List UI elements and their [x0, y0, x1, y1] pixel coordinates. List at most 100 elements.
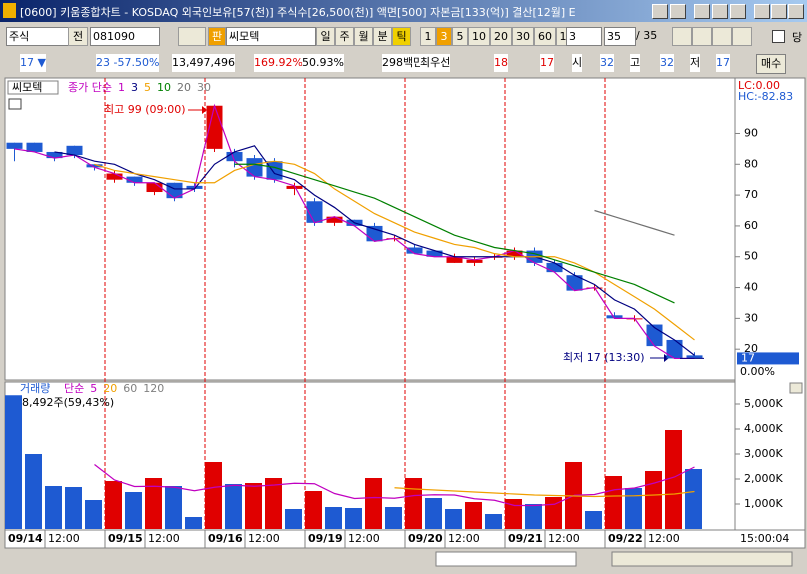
low-annotation: 최저 17 (13:30)	[563, 351, 645, 364]
candle-body	[666, 339, 683, 359]
legend-entry: 3	[131, 81, 138, 94]
volume-info: 378,492주(59,43%)	[8, 396, 114, 409]
tool-button[interactable]	[732, 27, 752, 46]
interval-button[interactable]: 30	[512, 27, 534, 46]
prev-button[interactable]: 전	[68, 27, 88, 46]
scroll-track[interactable]	[435, 551, 577, 567]
candle-body	[506, 250, 523, 257]
volume-bar	[685, 469, 702, 529]
volume-bar	[225, 484, 242, 529]
tool-button[interactable]	[692, 27, 712, 46]
candle-body	[126, 176, 143, 183]
current-price-box	[737, 352, 799, 365]
candle-body	[366, 225, 383, 242]
title-bar: [0600] 키움종합차트 - KOSDAQ 외국인보유[57(천)] 주식수[…	[0, 0, 807, 22]
sound-button[interactable]	[178, 27, 206, 46]
volume-bar	[245, 483, 262, 529]
interval-button[interactable]: 5	[452, 27, 468, 46]
interval-button[interactable]: 1	[420, 27, 436, 46]
window-title: [0600] 키움종합차트 - KOSDAQ 외국인보유[57(천)] 주식수[…	[20, 6, 576, 19]
x-tick-label: 12:00	[148, 532, 180, 545]
period-button[interactable]: 분	[373, 27, 392, 46]
lc-label: LC:0.00	[738, 79, 780, 92]
volume-bar	[405, 478, 422, 529]
period-button[interactable]: 주	[335, 27, 354, 46]
code-input[interactable]: 081090	[90, 27, 160, 46]
window-button[interactable]	[694, 4, 710, 19]
x-tick-label: 09/21	[508, 532, 543, 545]
buy-button[interactable]: 매수	[756, 54, 787, 74]
close-panel-button[interactable]	[789, 382, 803, 394]
stock-name: 씨모텍	[226, 27, 316, 46]
y-tick-label: 50	[744, 250, 758, 263]
quote-field: 저	[690, 54, 701, 72]
quote-field: 13,497,496	[172, 54, 235, 72]
period-button[interactable]: 월	[354, 27, 373, 46]
zoom-buttons[interactable]	[611, 551, 793, 567]
volume-bar	[205, 462, 222, 529]
shown-input[interactable]: 35	[604, 27, 636, 46]
legend-entry: 20	[103, 382, 117, 395]
volume-bar	[85, 500, 102, 529]
legend-name: 씨모텍	[12, 81, 42, 94]
chart: 씨모텍 종가 단순 LC:0.00 HC:-82.83 0.00% 최고 99 …	[0, 77, 807, 574]
candle-body	[226, 151, 243, 162]
quote-field: 최우선	[420, 54, 451, 72]
legend-box	[7, 80, 59, 95]
tag-button[interactable]: 판	[208, 27, 226, 46]
y-tick-label: 2,000K	[744, 472, 783, 485]
period-button[interactable]: 틱	[392, 27, 411, 46]
quote-field: 32	[600, 54, 614, 72]
quote-field: 169.92%	[254, 54, 303, 72]
candle-body	[406, 247, 423, 254]
close-button[interactable]	[788, 4, 804, 19]
y-tick-label: 1,000K	[744, 497, 783, 510]
y-tick-label: 70	[744, 188, 758, 201]
period-button[interactable]: 일	[316, 27, 335, 46]
candle-body	[86, 164, 103, 168]
volume-bar	[45, 486, 62, 529]
window-button[interactable]	[670, 4, 686, 19]
ma-title: 종가 단순	[68, 81, 112, 94]
x-tick-label: 12:00	[348, 532, 380, 545]
table-icon[interactable]	[8, 98, 22, 110]
legend-entry: 10	[157, 81, 171, 94]
maximize-button[interactable]	[771, 4, 787, 19]
count-input[interactable]: 3	[566, 27, 602, 46]
x-tick-label: 09/15	[108, 532, 143, 545]
candle-body	[66, 145, 83, 156]
interval-button[interactable]: 20	[490, 27, 512, 46]
x-tick-label: 09/19	[308, 532, 343, 545]
volume-bar	[585, 511, 602, 529]
market-select[interactable]: 주식	[6, 27, 70, 46]
interval-button[interactable]: 10	[468, 27, 490, 46]
total-count: / 35	[636, 29, 658, 42]
x-tick-label: 12:00	[448, 532, 480, 545]
volume-bar	[305, 491, 322, 529]
interval-button[interactable]: 60	[534, 27, 556, 46]
window-button[interactable]	[730, 4, 746, 19]
x-tick-label: 09/20	[408, 532, 443, 545]
quote-field: 17	[540, 54, 554, 72]
ma-line	[234, 163, 675, 304]
pct-label: 0.00%	[740, 365, 775, 378]
volume-bar	[285, 509, 302, 529]
checkbox[interactable]	[772, 30, 785, 43]
legend-entry: 120	[143, 382, 164, 395]
candle-body	[606, 315, 623, 319]
app-icon	[3, 3, 16, 18]
y-tick-label: 30	[744, 311, 758, 324]
window-button[interactable]	[652, 4, 668, 19]
volume-bar	[145, 478, 162, 529]
tool-button[interactable]	[712, 27, 732, 46]
window-button[interactable]	[712, 4, 728, 19]
interval-button[interactable]: 3	[436, 27, 452, 46]
legend-entry: 5	[90, 382, 97, 395]
minimize-button[interactable]	[754, 4, 770, 19]
legend-entry: 20	[177, 81, 191, 94]
quote-field: 298백만	[382, 54, 424, 72]
tool-button[interactable]	[672, 27, 692, 46]
quote-field: 17	[716, 54, 730, 72]
